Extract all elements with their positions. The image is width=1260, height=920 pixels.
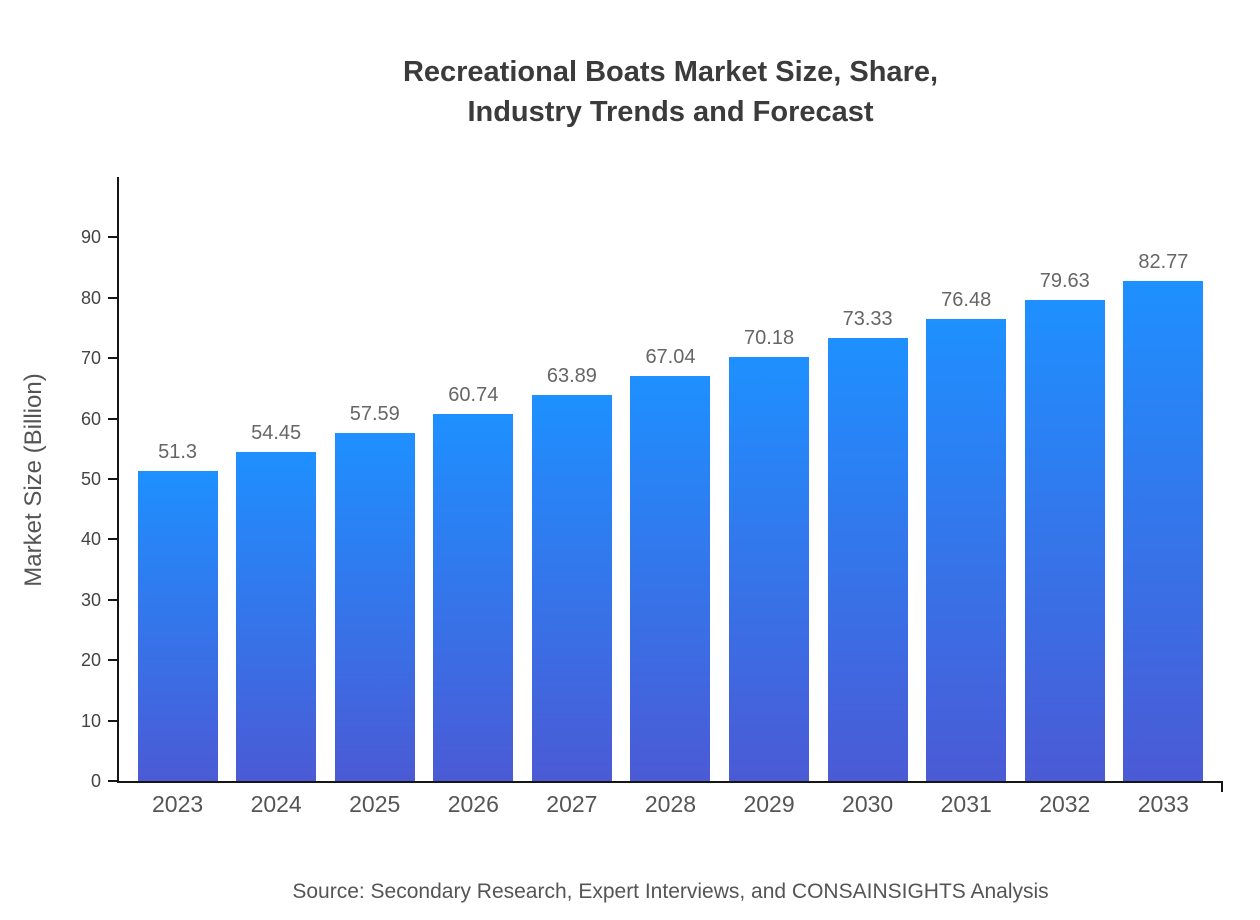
y-axis-tick-label: 10 [80,710,101,731]
y-axis-tick-mark [108,719,117,722]
bar [1024,300,1105,781]
x-axis-labels: 2023 2024 2025 2026 2027 2028 2029 2030 2031 2032… [119,791,1222,818]
x-axis-end-tick [1221,783,1223,792]
source-note: Source: Secondary Research, Expert Inter… [292,880,1049,903]
bar-column: 82.77 [1123,251,1204,781]
bar [334,433,415,781]
bar [729,357,810,781]
y-axis-tick-mark [108,659,117,662]
y-axis-tick-mark [108,538,117,541]
y-axis-tick-label: 70 [80,348,101,369]
x-axis-tick-label: 2029 [743,791,795,817]
x-axis-tick-label: 2026 [447,791,499,817]
chart-title: Recreational Boats Market Size, Share, I… [119,52,1222,132]
bar-column: 54.45 [236,422,317,781]
bar-column: 60.74 [433,384,514,781]
bar-value-label: 57.59 [349,403,400,426]
bar-value-label: 63.89 [546,365,597,388]
x-axis-tick-label: 2023 [151,791,204,817]
x-axis-tick-label: 2024 [250,791,302,817]
chart-title-line2: Industry Trends and Forecast [467,96,874,128]
y-axis-tick-label: 20 [80,650,101,671]
bar-value-label: 54.45 [251,422,302,445]
bar [236,452,317,781]
bar-value-label: 70.18 [744,327,795,350]
y-axis-tick-label: 0 [90,771,101,791]
bar [137,471,218,781]
bar-value-label: 60.74 [448,384,499,407]
bar-value-label: 82.77 [1138,251,1189,274]
bar [433,414,514,781]
y-axis-tick-label: 50 [80,469,101,489]
bar-column: 70.18 [729,327,810,781]
y-axis-ticks: 0 10 20 30 40 50 60 70 80 90 [0,177,117,791]
bar-value-label: 79.63 [1039,270,1090,293]
x-axis-tick-label: 2032 [1039,791,1091,817]
y-axis-tick-label: 90 [80,227,101,248]
bar-column: 57.59 [334,403,415,781]
bar-column: 73.33 [827,308,908,781]
y-axis-tick-mark [108,357,117,360]
y-axis-tick-label: 40 [80,529,101,550]
bar-column: 76.48 [926,289,1007,781]
bar-value-label: 67.04 [645,346,696,369]
bar-column: 67.04 [630,346,711,781]
y-axis-tick-mark [108,296,117,299]
x-axis-tick-label: 2027 [546,791,598,817]
y-axis-line [117,177,119,783]
x-axis-line [117,781,1223,783]
bar [531,395,612,781]
bar-column: 79.63 [1024,270,1105,781]
bar [926,319,1007,781]
x-axis-tick-label: 2030 [842,791,894,817]
y-axis-tick-label: 60 [80,408,101,429]
bar [1123,281,1204,781]
x-axis-tick-label: 2033 [1137,791,1189,817]
chart-title-line1: Recreational Boats Market Size, Share, [402,56,939,88]
y-axis-tick-mark [108,598,117,601]
y-axis-tick-mark [108,478,117,480]
bar [630,376,711,781]
y-axis-tick-mark [108,780,117,782]
x-axis-tick-label: 2025 [349,791,401,817]
bar-value-label: 51.3 [158,441,198,464]
y-axis-tick-mark [108,417,117,420]
bar [827,338,908,781]
bar-value-label: 73.33 [842,308,893,331]
bar-column: 51.3 [137,441,218,781]
y-axis-tick-label: 80 [80,287,101,308]
y-axis-tick-mark [108,236,117,239]
bar-value-label: 76.48 [941,289,992,312]
plot-area: 51.3 54.45 57.59 60.74 63.89 67.04 70.18 73.33 7… [119,177,1222,781]
x-axis-tick-label: 2028 [644,791,697,817]
bar-column: 63.89 [531,365,612,781]
x-axis-tick-label: 2031 [940,791,992,817]
y-axis-tick-label: 30 [80,589,101,610]
